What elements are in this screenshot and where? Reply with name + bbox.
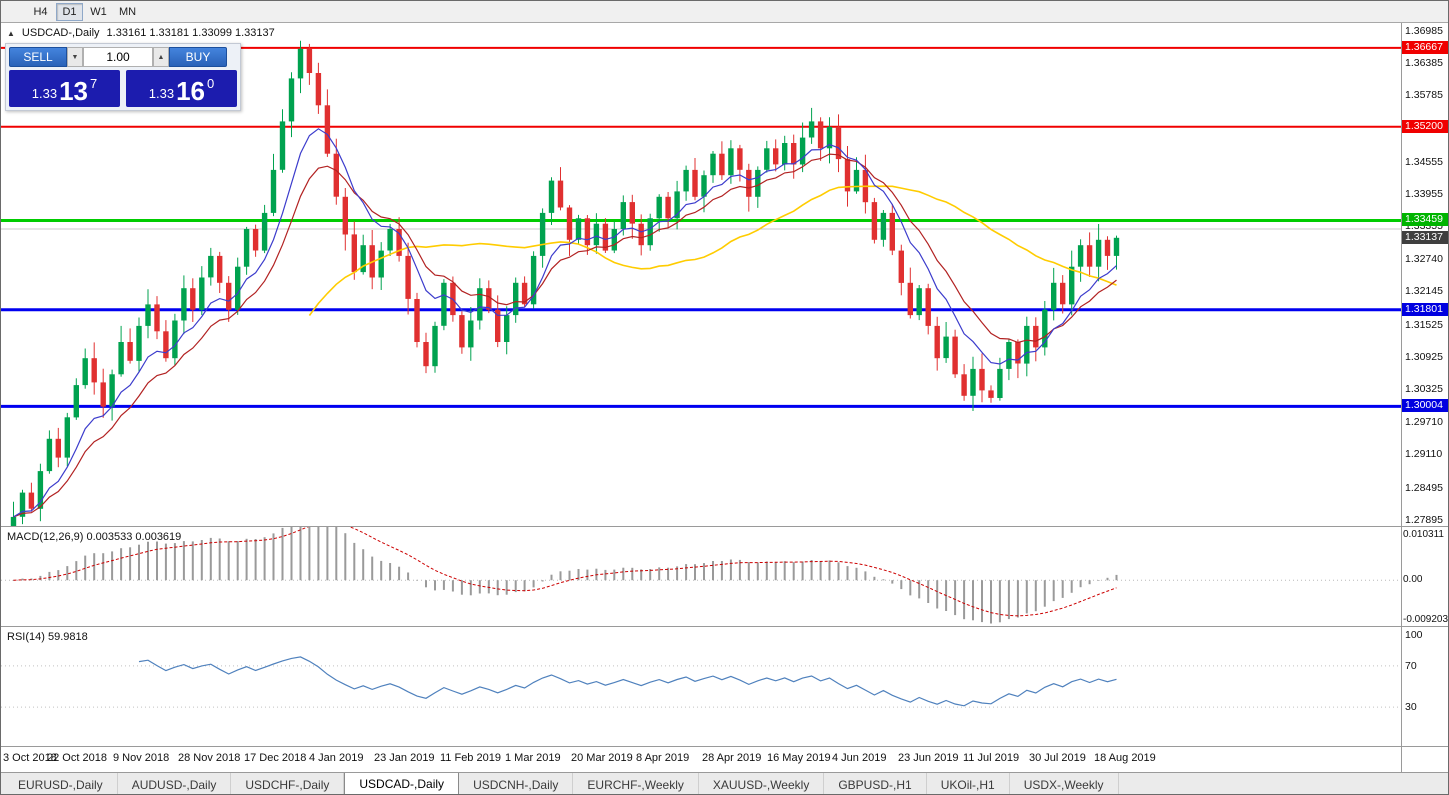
tab-xauusd-weekly[interactable]: XAUUSD-,Weekly: [699, 773, 825, 794]
price-axis[interactable]: 1.369851.363851.357851.351851.345551.339…: [1401, 23, 1448, 772]
one-click-trading-panel: SELL ▼ ▲ BUY 1.33 13 7 1.33 16 0: [5, 43, 241, 111]
date-tick: 17 Dec 2018: [244, 752, 307, 764]
price-tick: 1.36385: [1405, 57, 1443, 69]
buy-price-display[interactable]: 1.33 16 0: [126, 70, 237, 107]
tab-usdcnh-daily[interactable]: USDCNH-,Daily: [459, 773, 574, 794]
chart-tabs-bar: EURUSD-,Daily AUDUSD-,Daily USDCHF-,Dail…: [1, 772, 1448, 794]
price-tick: 1.29110: [1405, 448, 1443, 460]
sell-price-pip: 7: [90, 76, 98, 91]
date-tick: 23 Jun 2019: [898, 752, 959, 764]
date-tick: 11 Jul 2019: [963, 752, 1020, 764]
date-tick: 1 Mar 2019: [505, 752, 561, 764]
sell-button[interactable]: SELL: [9, 47, 67, 67]
chart-workspace: 3 Oct 2018 22 Oct 2018 9 Nov 2018 28 Nov 20…: [1, 23, 1448, 772]
timeframe-w1-button[interactable]: W1: [85, 2, 112, 21]
rsi-tick: 70: [1405, 660, 1417, 672]
macd-tick: 0.010311: [1403, 529, 1444, 540]
buy-price-small: 1.33: [148, 86, 175, 101]
date-tick: 8 Apr 2019: [636, 752, 690, 764]
symbol-period-label: USDCAD-,Daily: [21, 27, 100, 39]
price-level-label: 1.36667: [1402, 41, 1448, 54]
sell-price-big: 13: [59, 76, 88, 106]
date-tick: 30 Jul 2019: [1029, 752, 1086, 764]
ohlc-quotes-label: 1.33161 1.33181 1.33099 1.33137: [106, 27, 275, 39]
price-level-label: 1.33459: [1402, 213, 1448, 226]
tab-gbpusd-h1[interactable]: GBPUSD-,H1: [824, 773, 927, 794]
macd-tick: -0.009203: [1403, 614, 1449, 625]
price-axis-main[interactable]: 1.369851.363851.357851.351851.345551.339…: [1402, 23, 1448, 527]
rsi-indicator-chart[interactable]: [1, 627, 1401, 747]
date-tick: 18 Aug 2019: [1094, 752, 1156, 764]
buy-price-big: 16: [176, 76, 205, 106]
price-level-label: 1.35200: [1402, 120, 1448, 133]
tab-eurusd-daily[interactable]: EURUSD-,Daily: [4, 773, 118, 794]
tab-usdcad-daily[interactable]: USDCAD-,Daily: [344, 773, 460, 794]
price-tick: 1.35785: [1405, 89, 1443, 101]
price-tick: 1.31525: [1405, 319, 1443, 331]
date-tick: 3 Oct 2018: [3, 752, 57, 764]
price-tick: 1.28495: [1405, 482, 1443, 494]
macd-axis[interactable]: 0.010311 0.00 -0.009203: [1402, 527, 1448, 627]
date-tick: 20 Mar 2019: [571, 752, 633, 764]
date-tick: 9 Nov 2018: [113, 752, 170, 764]
rsi-tick: 30: [1405, 701, 1417, 713]
date-tick: 4 Jan 2019: [309, 752, 364, 764]
timeframe-mn-button[interactable]: MN: [114, 2, 141, 21]
price-level-label: 1.33137: [1402, 231, 1448, 244]
macd-indicator-label: MACD(12,26,9) 0.003533 0.003619: [7, 531, 182, 543]
price-level-label: 1.30004: [1402, 399, 1448, 412]
timeframe-d1-button[interactable]: D1: [56, 2, 83, 21]
rsi-tick: 100: [1405, 629, 1423, 641]
macd-indicator-chart[interactable]: [1, 527, 1401, 627]
chart-area[interactable]: 3 Oct 2018 22 Oct 2018 9 Nov 2018 28 Nov 20…: [1, 23, 1401, 772]
tab-eurchf-weekly[interactable]: EURCHF-,Weekly: [573, 773, 699, 794]
date-tick: 22 Oct 2018: [47, 752, 107, 764]
sell-price-display[interactable]: 1.33 13 7: [9, 70, 120, 107]
date-tick: 16 May 2019: [767, 752, 831, 764]
tab-audusd-daily[interactable]: AUDUSD-,Daily: [118, 773, 232, 794]
buy-button[interactable]: BUY: [169, 47, 227, 67]
buy-price-pip: 0: [207, 76, 215, 91]
price-tick: 1.30325: [1405, 383, 1443, 395]
rsi-indicator-label: RSI(14) 59.9818: [7, 631, 88, 643]
tab-usdx-weekly[interactable]: USDX-,Weekly: [1010, 773, 1119, 794]
price-tick: 1.32740: [1405, 253, 1443, 265]
price-tick: 1.32145: [1405, 285, 1443, 297]
price-tick: 1.30925: [1405, 351, 1443, 363]
rsi-axis[interactable]: 100 70 30: [1402, 627, 1448, 747]
volume-input[interactable]: [83, 47, 153, 67]
volume-up-button[interactable]: ▲: [153, 47, 169, 67]
price-tick: 1.34555: [1405, 156, 1443, 168]
price-tick: 1.29710: [1405, 416, 1443, 428]
chart-title: ▲ USDCAD-,Daily 1.33161 1.33181 1.33099 …: [7, 27, 275, 39]
date-tick: 4 Jun 2019: [832, 752, 887, 764]
volume-down-button[interactable]: ▼: [67, 47, 83, 67]
timeframe-h4-button[interactable]: H4: [27, 2, 54, 21]
collapse-panel-icon[interactable]: ▲: [7, 28, 15, 38]
tab-usdchf-daily[interactable]: USDCHF-,Daily: [231, 773, 345, 794]
time-axis[interactable]: 3 Oct 2018 22 Oct 2018 9 Nov 2018 28 Nov 20…: [1, 747, 1401, 771]
price-level-label: 1.31801: [1402, 303, 1448, 316]
tab-ukoil-h1[interactable]: UKOil-,H1: [927, 773, 1010, 794]
sell-price-small: 1.33: [31, 86, 58, 101]
date-tick: 23 Jan 2019: [374, 752, 435, 764]
date-tick: 28 Nov 2018: [178, 752, 241, 764]
macd-tick: 0.00: [1403, 574, 1423, 585]
price-tick: 1.36985: [1405, 25, 1443, 37]
price-tick: 1.33955: [1405, 188, 1443, 200]
date-tick: 11 Feb 2019: [440, 752, 501, 764]
price-tick: 1.27895: [1405, 514, 1443, 526]
date-tick: 28 Apr 2019: [702, 752, 762, 764]
timeframe-toolbar: H4 D1 W1 MN: [1, 1, 1448, 23]
